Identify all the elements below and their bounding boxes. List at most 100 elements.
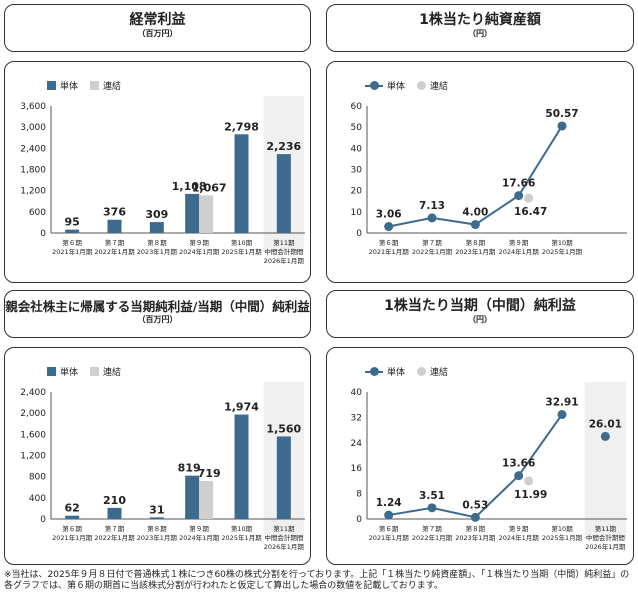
chart4-unit: （円） bbox=[468, 315, 492, 324]
y-tick-label: 40 bbox=[351, 144, 363, 154]
x-tick-date: 2023年1月期 bbox=[455, 247, 496, 256]
bar-single bbox=[276, 436, 291, 519]
x-tick-period: 第11期 bbox=[273, 238, 295, 247]
chart3-title: 親会社株主に帰属する当期純利益/当期（中間）純利益 bbox=[5, 299, 310, 314]
x-tick-date: 中間会計期間 bbox=[264, 247, 303, 256]
x-tick-date: 2021年1月期 bbox=[369, 247, 410, 256]
y-tick-label: 2,400 bbox=[20, 144, 46, 154]
x-tick-period: 第10期 bbox=[231, 524, 253, 533]
legend-item-consolidated: 連結 bbox=[90, 365, 121, 378]
y-tick-label: 8 bbox=[356, 490, 362, 500]
y-tick-label: 400 bbox=[29, 494, 46, 504]
legend-swatch-single bbox=[47, 367, 56, 376]
data-label-single: 1.24 bbox=[376, 497, 402, 509]
x-tick-period: 第８期 bbox=[466, 524, 486, 533]
data-label-consolidated: 16.47 bbox=[514, 206, 547, 218]
point-single bbox=[557, 410, 567, 420]
x-tick-date: 2023年1月期 bbox=[455, 533, 496, 542]
x-tick-period: 第９期 bbox=[189, 524, 209, 533]
interim-highlight-band bbox=[584, 382, 626, 538]
x-tick-period: 第８期 bbox=[147, 524, 167, 533]
legend-label-consolidated: 連結 bbox=[430, 368, 449, 378]
y-tick-label: 30 bbox=[351, 166, 363, 176]
y-tick-label: 2,000 bbox=[20, 409, 46, 419]
x-tick-date: 2024年1月期 bbox=[499, 533, 540, 542]
chart2-legend: 単体 連結 bbox=[365, 79, 460, 92]
x-tick-period: 第７期 bbox=[105, 524, 125, 533]
bar-consolidated bbox=[199, 195, 214, 233]
x-tick-date: 2024年1月期 bbox=[179, 247, 220, 256]
data-label-single: 210 bbox=[103, 494, 126, 507]
x-tick-date: 中間会計期間 bbox=[586, 533, 625, 542]
x-tick-period: 第10期 bbox=[231, 238, 253, 247]
x-tick-date: 2023年1月期 bbox=[137, 533, 178, 542]
chart3-unit: （百万円） bbox=[137, 315, 178, 324]
x-tick-period: 第６期 bbox=[62, 524, 82, 533]
point-single bbox=[600, 431, 610, 441]
y-tick-label: 10 bbox=[351, 208, 363, 218]
legend-item-single: 単体 bbox=[47, 79, 78, 92]
bar-single bbox=[185, 193, 200, 233]
x-tick-date: 2023年1月期 bbox=[137, 247, 178, 256]
x-tick-period: 第11期 bbox=[273, 524, 295, 533]
chart3-legend: 単体 連結 bbox=[47, 365, 133, 378]
data-label-single: 3.06 bbox=[376, 209, 402, 221]
data-label-single: 2,236 bbox=[266, 140, 301, 153]
legend-item-consolidated: 連結 bbox=[90, 79, 121, 92]
bar-single bbox=[234, 134, 249, 233]
legend-swatch-single bbox=[365, 367, 383, 376]
data-label-single: 819 bbox=[178, 462, 201, 475]
point-consolidated bbox=[524, 476, 534, 486]
x-tick-date: 2025年1月期 bbox=[221, 533, 262, 542]
legend-item-consolidated: 連結 bbox=[417, 79, 448, 92]
x-tick-date: 中間会計期間 bbox=[264, 533, 303, 542]
point-single bbox=[470, 220, 480, 230]
bar-single bbox=[185, 475, 200, 519]
x-tick-date: 2022年1月期 bbox=[412, 533, 453, 542]
legend-label-consolidated: 連結 bbox=[430, 82, 449, 92]
bar-single bbox=[234, 414, 249, 519]
bar-single bbox=[149, 517, 164, 519]
data-label-single: 2,798 bbox=[224, 120, 259, 133]
chart2-title: 1株当たり純資産額 bbox=[419, 12, 541, 28]
x-tick-date: 2024年1月期 bbox=[499, 247, 540, 256]
data-label-single: 95 bbox=[65, 216, 80, 229]
bar-single bbox=[107, 219, 122, 233]
data-label-single: 32.91 bbox=[545, 397, 578, 409]
legend-label-single: 単体 bbox=[60, 368, 79, 378]
x-tick-date: 2021年1月期 bbox=[52, 533, 93, 542]
x-tick-period: 第９期 bbox=[509, 238, 529, 247]
x-tick-period: 第６期 bbox=[62, 238, 82, 247]
point-single bbox=[557, 121, 567, 131]
chart2-title-box: 1株当たり純資産額 （円） bbox=[326, 4, 634, 52]
chart1-panel: 単体 連結 0 600 1,200 1,800 2,400 3,000 3,600 第６期 20… bbox=[4, 61, 311, 283]
data-label-single: 1,560 bbox=[266, 422, 301, 435]
chart1-legend: 単体 連結 bbox=[47, 79, 133, 92]
data-label-single: 4.00 bbox=[462, 207, 488, 219]
y-tick-label: 32 bbox=[351, 413, 362, 423]
point-single bbox=[470, 512, 480, 522]
y-tick-label: 600 bbox=[29, 208, 46, 218]
y-tick-label: 20 bbox=[351, 187, 363, 197]
data-label-consolidated: 1,067 bbox=[192, 181, 227, 194]
x-tick-date: 2022年1月期 bbox=[94, 533, 135, 542]
data-label-consolidated: 11.99 bbox=[514, 489, 547, 501]
x-tick-date: 2022年1月期 bbox=[94, 247, 135, 256]
data-label-single: 1,108 bbox=[172, 180, 207, 193]
point-single bbox=[427, 213, 437, 223]
x-tick-date: 2021年1月期 bbox=[52, 247, 93, 256]
x-tick-date: 2025年1月期 bbox=[221, 247, 262, 256]
y-tick-label: 0 bbox=[356, 515, 362, 525]
legend-item-single: 単体 bbox=[365, 365, 405, 378]
bar-single bbox=[107, 507, 122, 519]
y-tick-label: 0 bbox=[40, 229, 46, 239]
chart3-panel: 単体 連結 0 400 800 1,200 1,600 2,000 2,400 第６期 2021… bbox=[4, 347, 311, 565]
x-tick-date: 2022年1月期 bbox=[412, 247, 453, 256]
x-tick-period: 第６期 bbox=[379, 238, 399, 247]
y-tick-label: 3,000 bbox=[20, 123, 46, 133]
chart1-title-box: 経常利益 （百万円） bbox=[4, 4, 311, 52]
data-label-single: 3.51 bbox=[419, 490, 445, 502]
legend-swatch-consolidated bbox=[417, 367, 427, 376]
y-tick-label: 1,800 bbox=[20, 166, 46, 176]
